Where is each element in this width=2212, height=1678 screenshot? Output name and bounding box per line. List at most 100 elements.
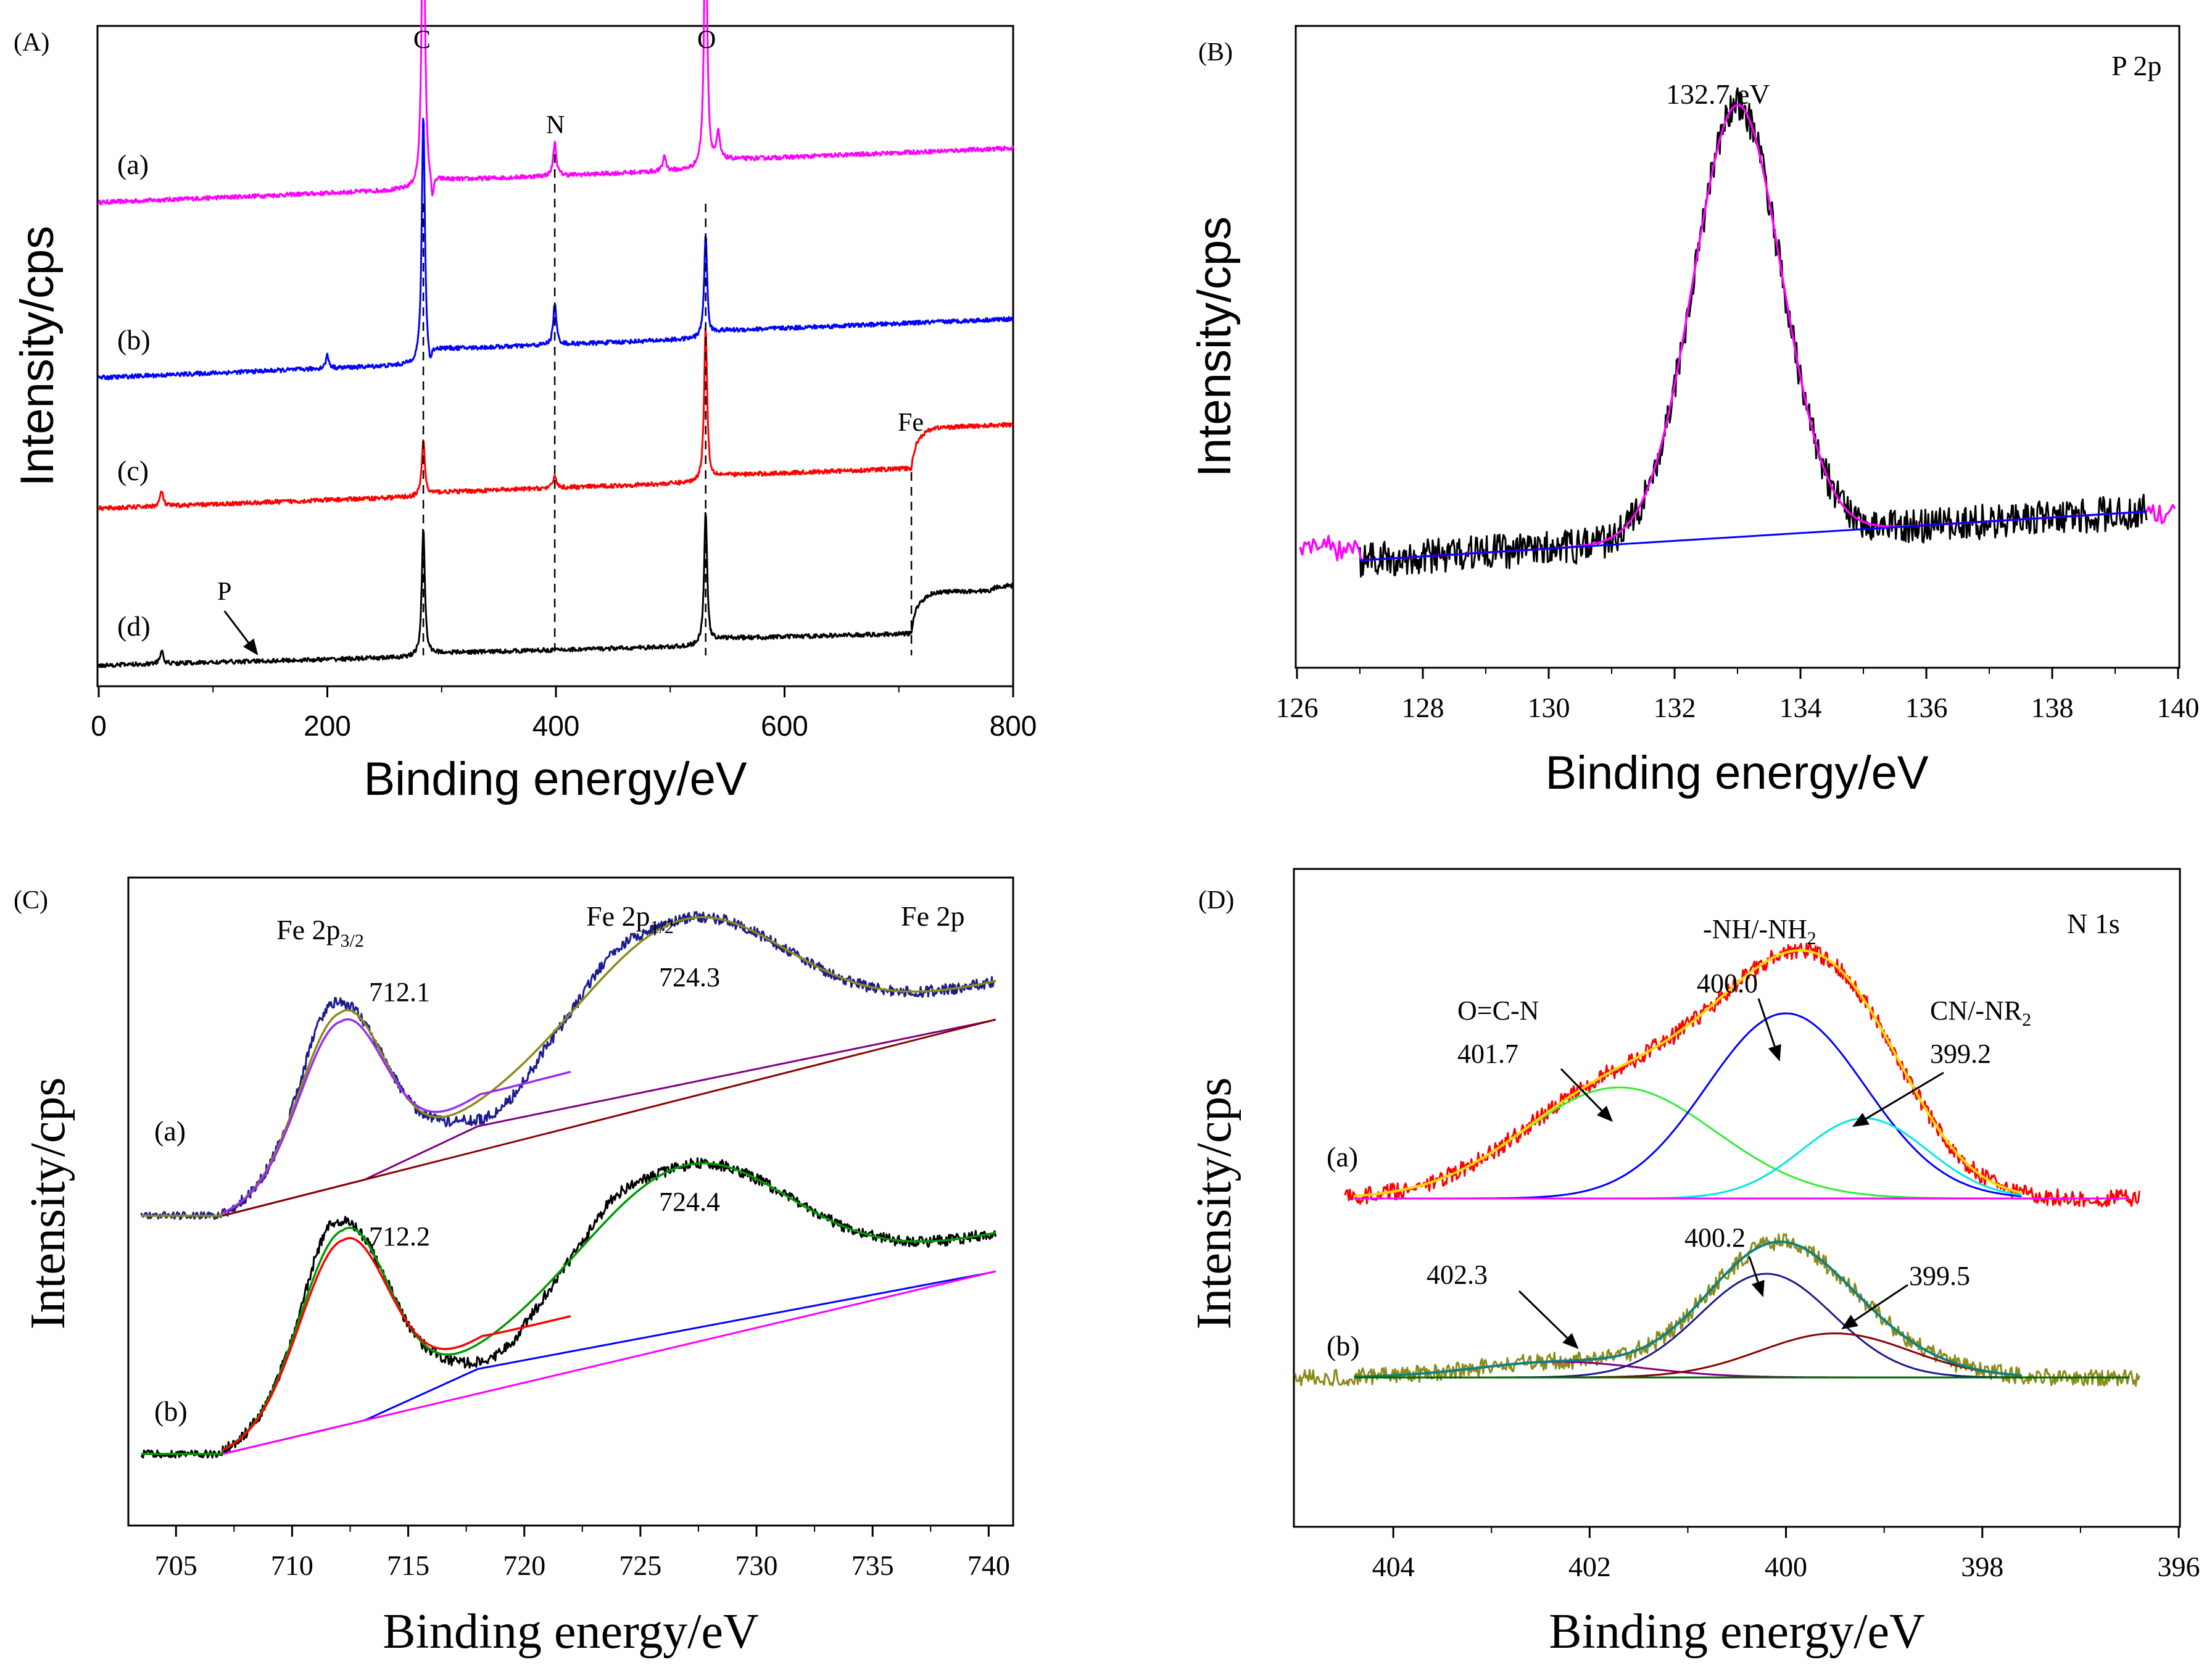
x-tick-label: 136 <box>1905 692 1948 723</box>
panel-b-plot <box>1299 87 2176 578</box>
panel-c-raw-a <box>140 911 996 1221</box>
panel-a-peak-label-c: C <box>413 26 431 54</box>
panel-a-series-label-a: (a) <box>117 149 149 180</box>
panel-a-series-label-c: (c) <box>117 455 149 486</box>
x-tick-label: 800 <box>990 710 1037 742</box>
x-tick-label: 740 <box>967 1550 1010 1581</box>
panel-c-peak-title-1-main: Fe 2p <box>276 914 341 945</box>
panel-c-title: Fe 2p <box>901 900 965 932</box>
panel-c-peak-label-b1: 712.2 <box>369 1221 430 1252</box>
panel-a-peak-label-fe: Fe <box>898 409 924 437</box>
x-tick-label: 730 <box>735 1550 778 1581</box>
panel-d-arrow-401-7-head <box>1597 1105 1613 1122</box>
x-tick-label: 715 <box>387 1550 429 1581</box>
panel-c-series-label-b: (b) <box>154 1395 188 1427</box>
panel-c-baseline-b <box>222 1270 996 1455</box>
panel-d-arrow-400-2-shaft <box>1748 1256 1759 1282</box>
panel-a-x-ticks: 0 200 400 600 800 <box>91 686 1037 742</box>
panel-b: (B) 126 128 130 132 134 136 138 140 P 2p 132.7 … <box>1188 25 2200 799</box>
panel-a-series-d <box>97 512 1014 668</box>
panel-d-comp-title-a3-sub: 2 <box>2022 1010 2031 1030</box>
x-tick-label: 396 <box>2158 1551 2200 1582</box>
x-tick-label: 134 <box>1779 692 1822 723</box>
x-tick-label: 200 <box>304 710 351 742</box>
panel-a-series-c <box>97 327 1014 512</box>
panel-d-plot <box>1294 942 2140 1387</box>
panel-d-y-axis-label: Intensity/cps <box>1187 1078 1241 1330</box>
x-tick-label: 710 <box>271 1550 313 1581</box>
panel-b-raw-data <box>1359 87 2148 578</box>
panel-b-frame <box>1294 25 2181 669</box>
panel-d-comp-title-a2-main: -NH/-NH <box>1703 914 1807 944</box>
x-tick-label: 705 <box>155 1550 197 1581</box>
panel-d-comp-label-b3: 399.5 <box>1909 1261 1970 1291</box>
x-tick-label: 398 <box>1961 1551 2003 1582</box>
panel-a-label: (A) <box>14 28 49 57</box>
x-tick-label: 725 <box>619 1550 661 1581</box>
x-tick-label: 735 <box>851 1550 894 1581</box>
panel-c: (C) 705 710 715 720 725 730 735 740 Fe 2p Fe 2p… <box>14 876 1014 1659</box>
panel-d-arrow-401-7-shaft <box>1560 1068 1602 1111</box>
panel-c-component-b <box>222 1237 571 1452</box>
panel-d-arrow-400-0-shaft <box>1757 998 1776 1047</box>
panel-c-series-label-a: (a) <box>154 1115 186 1147</box>
panel-b-x-ticks: 126 128 130 132 134 136 138 140 <box>1276 668 2200 723</box>
panel-c-peak-title-1: Fe 2p3/2 <box>276 914 364 951</box>
x-tick-label: 130 <box>1528 692 1570 723</box>
panel-d-comp-title-a3: CN/-NR2 <box>1930 995 2031 1030</box>
panel-d-title: N 1s <box>2067 908 2120 939</box>
panel-a-peak-label-n: N <box>546 111 565 139</box>
panel-c-peak-label-a1: 712.1 <box>369 977 430 1007</box>
panel-d-frame <box>1293 868 2181 1528</box>
panel-d-arrow-399-5-head <box>1841 1315 1858 1329</box>
panel-b-background <box>1359 510 2147 562</box>
panel-b-x-axis-label: Binding energy/eV <box>1545 747 1928 799</box>
panel-c-peak-title-2-sub: 1/2 <box>650 917 674 937</box>
panel-d-x-ticks: 404 402 400 398 396 <box>1372 1527 2200 1582</box>
panel-a-peak-label-p: P <box>217 578 231 606</box>
x-tick-label: 400 <box>532 710 580 742</box>
panel-d-comp-title-a1: O=C-N <box>1457 995 1539 1026</box>
panel-d-arrow-400-0-head <box>1768 1044 1781 1061</box>
x-tick-label: 128 <box>1402 692 1444 723</box>
x-tick-label: 138 <box>2031 692 2074 723</box>
x-tick-label: 720 <box>503 1550 545 1581</box>
panel-d-envelope-a <box>1354 949 2022 1198</box>
x-tick-label: 140 <box>2157 692 2200 723</box>
panel-d-x-axis-label: Binding energy/eV <box>1549 1605 1925 1659</box>
panel-d-comp-label-a2: 400.0 <box>1697 968 1758 999</box>
panel-d-component-a-3 <box>1354 1117 2022 1200</box>
panel-c-component-a <box>222 1018 571 1215</box>
panel-c-x-axis-label: Binding energy/eV <box>383 1605 759 1659</box>
panel-a-series-b <box>97 117 1014 381</box>
panel-c-frame <box>127 876 1014 1527</box>
panel-d-arrow-399-2-shaft <box>1865 1071 1944 1120</box>
panel-a-series-label-b: (b) <box>117 324 151 355</box>
panel-c-envelope-b <box>141 1162 996 1455</box>
panel-d-comp-label-a1: 401.7 <box>1457 1039 1518 1069</box>
panel-b-label: (B) <box>1198 38 1233 67</box>
panel-a: (A) 0 200 400 600 800 (a) (b) (c) (d) C N O … <box>11 0 1037 805</box>
panel-d-series-label-b: (b) <box>1327 1330 1360 1361</box>
x-tick-label: 600 <box>761 710 808 742</box>
panel-d-label: (D) <box>1198 886 1234 915</box>
x-tick-label: 132 <box>1654 692 1696 723</box>
panel-b-fit-curve <box>1299 104 2176 562</box>
panel-c-peak-title-2: Fe 2p1/2 <box>586 900 674 937</box>
panel-d-comp-title-a3-main: CN/-NR <box>1930 995 2023 1026</box>
panel-d-arrow-402-3-shaft <box>1518 1290 1568 1339</box>
panel-d-raw-a <box>1344 942 2140 1208</box>
panel-c-peak-label-b2: 724.4 <box>659 1187 720 1217</box>
panel-d-comp-label-b1: 402.3 <box>1427 1260 1488 1290</box>
panel-a-p-arrow-shaft <box>223 610 249 644</box>
panel-b-y-axis-label: Intensity/cps <box>1188 217 1241 477</box>
panel-b-peak-annotation: 132.7 eV <box>1666 78 1770 110</box>
x-tick-label: 126 <box>1276 692 1319 723</box>
panel-d-arrow-402-3-head <box>1562 1332 1579 1349</box>
panel-d-comp-label-b2: 400.2 <box>1684 1223 1746 1253</box>
panel-c-x-ticks: 705 710 715 720 725 730 735 740 <box>155 1526 1010 1581</box>
panel-c-peak-title-2-main: Fe 2p <box>586 900 650 932</box>
panel-d-comp-title-a2-sub: 2 <box>1807 928 1816 949</box>
panel-a-series-a <box>97 0 1014 206</box>
x-tick-label: 0 <box>91 710 107 742</box>
